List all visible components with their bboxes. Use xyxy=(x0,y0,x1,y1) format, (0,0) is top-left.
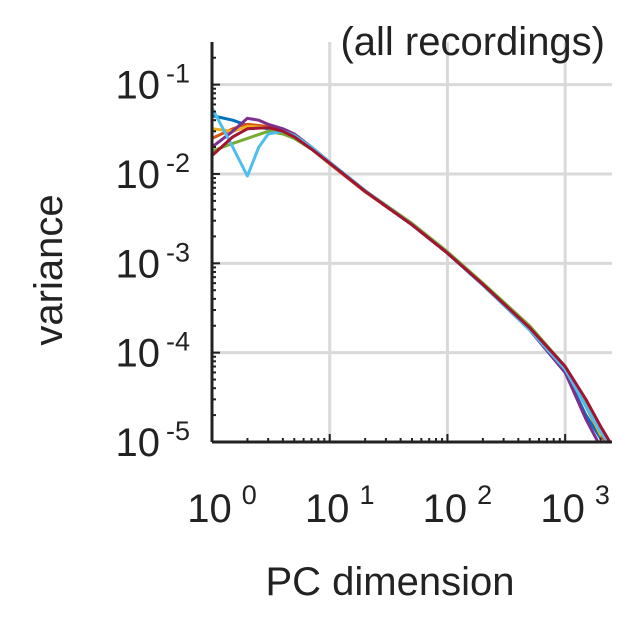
x-tick-labels: 10 0 10 1 10 2 10 3 xyxy=(187,480,610,531)
axes xyxy=(210,42,612,444)
series-line-7 xyxy=(210,126,612,444)
x-tick-label: 10 3 xyxy=(540,480,610,531)
y-tick-label: 10 -4 xyxy=(115,327,190,376)
series-lines xyxy=(210,106,612,444)
x-tick-label: 10 2 xyxy=(423,480,493,531)
gridlines xyxy=(212,42,612,442)
y-tick-label: 10 -3 xyxy=(115,237,190,286)
series-line-1 xyxy=(210,114,603,440)
series-line-6 xyxy=(210,106,610,444)
series-line-2 xyxy=(210,122,607,444)
y-tick-label: 10 -2 xyxy=(115,148,190,197)
chart-title: (all recordings) xyxy=(340,20,605,64)
series-line-5 xyxy=(210,129,610,444)
y-axis-title: variance xyxy=(27,194,71,345)
y-tick-label: 10 -1 xyxy=(115,59,190,108)
y-tick-labels: 10-5 10-4 10-3 10-2 10-1 xyxy=(115,59,190,465)
y-tick-label: 10 -5 xyxy=(115,416,190,465)
series-line-4 xyxy=(210,116,600,444)
x-tick-label: 10 0 xyxy=(187,480,257,531)
x-tick-label: 10 1 xyxy=(305,480,375,531)
x-axis-title: PC dimension xyxy=(265,560,514,604)
